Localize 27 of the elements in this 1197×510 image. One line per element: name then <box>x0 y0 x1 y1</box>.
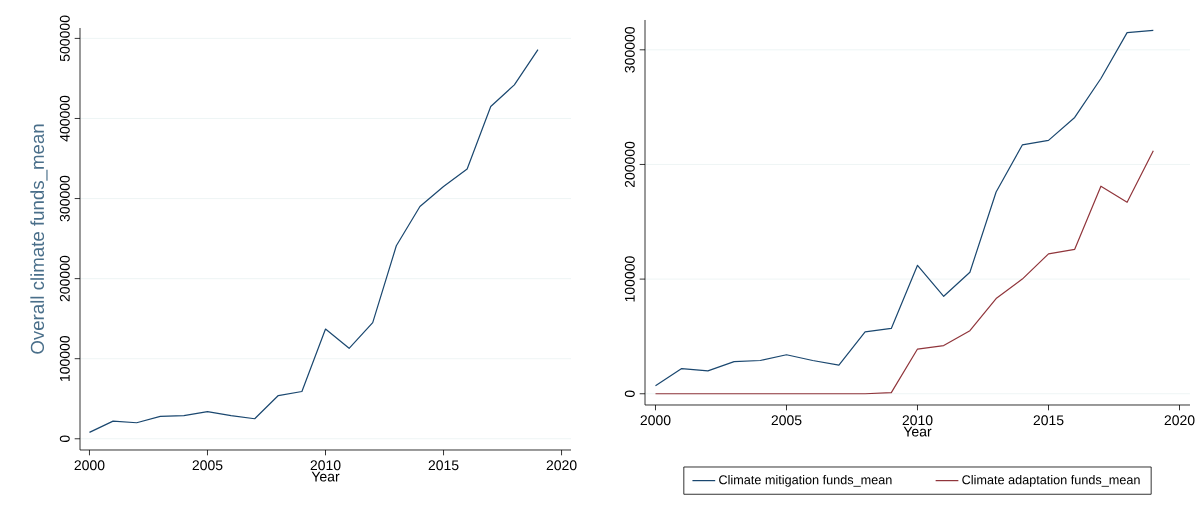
x-tick-label: 2005 <box>771 415 802 426</box>
x-tick-label: 2005 <box>192 460 223 471</box>
y-tick-label: 400000 <box>59 95 70 142</box>
x-tick-label: 2015 <box>428 460 459 471</box>
y-axis-title: Overall climate funds_mean <box>30 124 48 354</box>
legend-label: Climate mitigation funds_mean <box>719 474 892 487</box>
x-tick-label: 2000 <box>74 460 105 471</box>
x-tick-label: 2020 <box>1164 415 1195 426</box>
x-tick-label: 2000 <box>640 415 671 426</box>
y-tick-label: 500000 <box>59 15 70 62</box>
y-tick-label: 300000 <box>59 175 70 222</box>
x-axis-title: Year <box>903 426 932 437</box>
y-tick-label: 200000 <box>59 255 70 302</box>
y-tick-label: 300000 <box>624 27 635 73</box>
x-tick-label: 2010 <box>310 460 341 471</box>
legend-label: Climate adaptation funds_mean <box>962 474 1140 487</box>
x-axis-title: Year <box>311 471 340 482</box>
y-tick-label: 100000 <box>59 335 70 381</box>
x-tick-label: 2020 <box>546 460 577 471</box>
y-tick-label: 0 <box>59 435 70 443</box>
x-tick-label: 2015 <box>1033 415 1064 426</box>
x-tick-label: 2010 <box>902 415 933 426</box>
y-tick-label: 100000 <box>624 256 635 302</box>
line-series <box>88 49 539 433</box>
line-series <box>654 29 1154 387</box>
y-tick-label: 200000 <box>624 141 635 188</box>
y-tick-label: 0 <box>624 390 635 398</box>
